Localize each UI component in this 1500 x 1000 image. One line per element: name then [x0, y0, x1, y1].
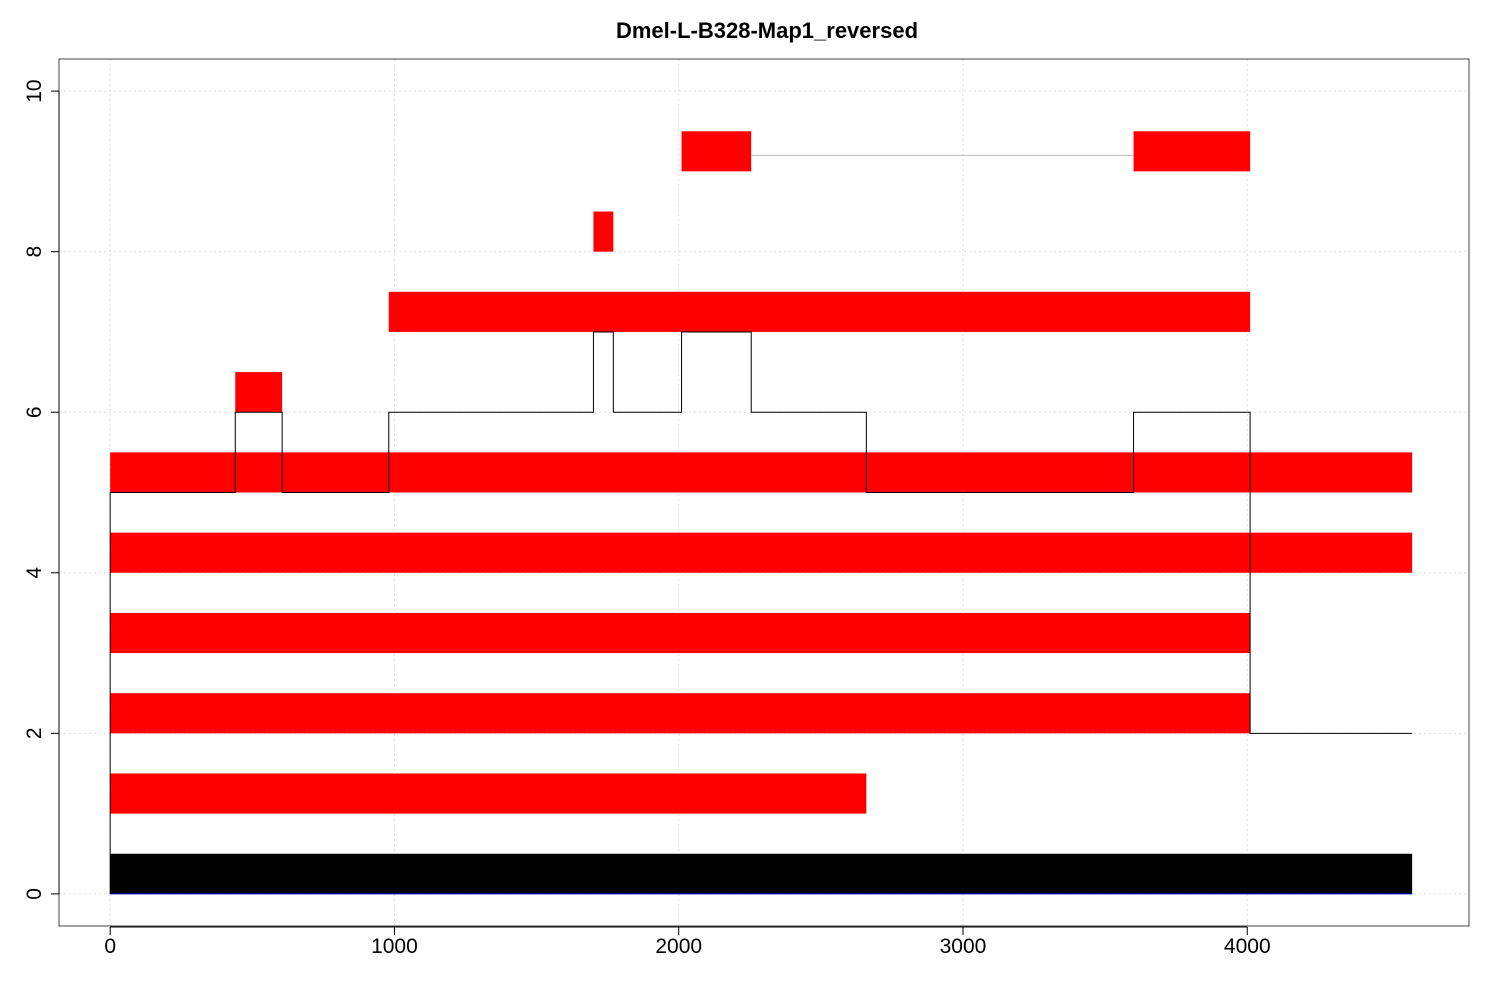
axis-layer: 0 1000 2000 3000 4000 0 2 4 6 8 10: [23, 79, 1271, 958]
x-tick-label: 0: [104, 935, 116, 958]
reference-bar: [110, 853, 1413, 894]
y-tick-label: 0: [23, 888, 46, 900]
y-tick-label: 10: [23, 79, 46, 102]
x-tick-label: 4000: [1224, 935, 1271, 958]
segment-bar: [110, 773, 867, 814]
chart-title: Dmel-L-B328-Map1_reversed: [616, 18, 918, 43]
y-tick-label: 6: [23, 406, 46, 418]
y-tick-label: 4: [23, 567, 46, 579]
segment-bar: [593, 211, 614, 252]
y-tick-label: 2: [23, 727, 46, 739]
segment-bar: [681, 131, 752, 172]
coverage-step-line: [109, 331, 1413, 894]
line-layer: [109, 154, 1413, 894]
segment-bar: [388, 291, 1251, 332]
segment-bar: [110, 693, 1251, 734]
x-tick-label: 2000: [655, 935, 702, 958]
segment-layer: [110, 131, 1413, 895]
x-tick-label: 3000: [940, 935, 987, 958]
segment-bar: [1133, 131, 1251, 172]
segment-bar: [110, 532, 1413, 573]
segment-bar: [110, 612, 1251, 654]
x-tick-label: 1000: [371, 935, 418, 958]
y-tick-label: 8: [23, 246, 46, 258]
segment-bar: [235, 372, 283, 413]
segment-bar: [110, 452, 1413, 493]
